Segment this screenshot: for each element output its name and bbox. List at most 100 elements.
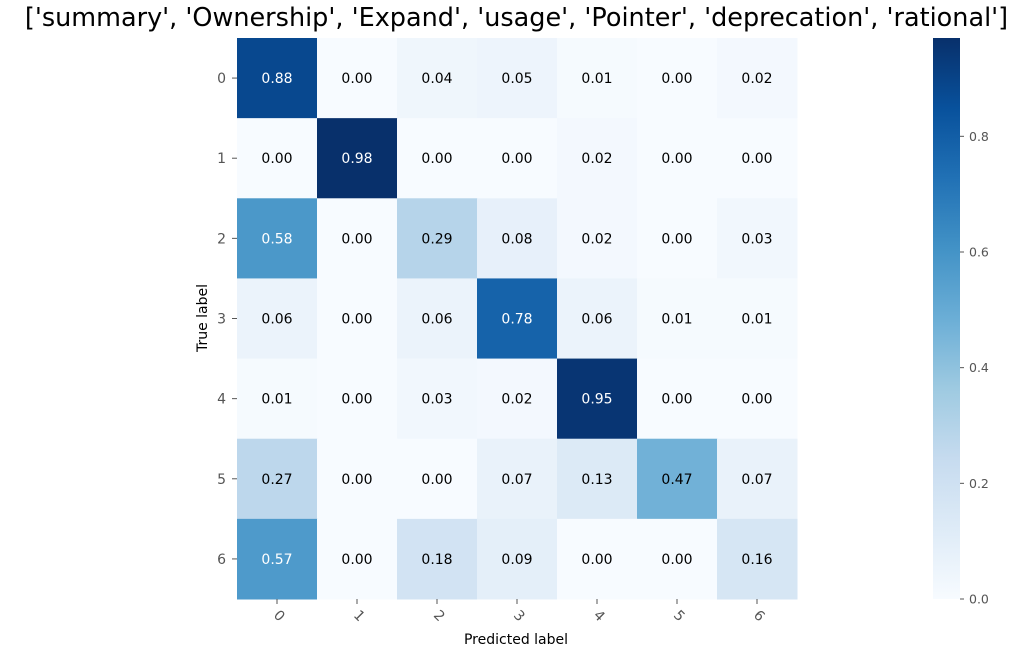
cell-value-label: 0.98 <box>341 151 372 167</box>
heatmap-cell <box>717 38 798 119</box>
colorbar <box>933 38 960 599</box>
cell-value-label: 0.00 <box>741 392 772 408</box>
heatmap-cell <box>397 358 478 440</box>
y-tick-label: 4 <box>217 392 226 408</box>
heatmap-cell <box>237 438 318 520</box>
heatmap-cell <box>557 198 638 279</box>
heatmap-cell <box>477 118 558 199</box>
heatmap-cell <box>317 118 398 199</box>
cell-value-label: 0.00 <box>661 392 692 408</box>
cell-value-label: 0.00 <box>421 151 452 167</box>
cell-value-label: 0.27 <box>261 472 292 488</box>
cell-value-label: 0.02 <box>501 392 532 408</box>
cell-value-label: 0.02 <box>581 231 612 247</box>
heatmap-cell <box>237 118 318 199</box>
cell-value-label: 0.00 <box>661 552 692 568</box>
cell-value-label: 0.00 <box>661 231 692 247</box>
cell-value-label: 0.06 <box>581 312 612 328</box>
y-tick-label: 0 <box>217 71 226 87</box>
heatmap-cell <box>637 438 718 520</box>
cell-value-label: 0.00 <box>341 472 372 488</box>
heatmap-cell <box>717 518 798 600</box>
heatmap-cells: 0.88 0.00 0.04 0.05 0.01 0.00 0.02 0.00 0.98 0.00… <box>237 38 798 600</box>
heatmap-cell <box>557 278 638 360</box>
colorbar-tick-label: 0.0 <box>969 592 989 607</box>
x-axis-label: Predicted label <box>464 632 568 648</box>
heatmap-cell <box>637 518 718 600</box>
heatmap-cell <box>317 438 398 520</box>
heatmap-cell <box>637 38 718 119</box>
heatmap-cell <box>717 278 798 360</box>
heatmap-cell <box>237 278 318 360</box>
heatmap-cell <box>237 198 318 279</box>
cell-value-label: 0.01 <box>581 71 612 87</box>
y-tick-label: 6 <box>217 552 226 568</box>
cell-value-label: 0.47 <box>661 472 692 488</box>
heatmap-cell <box>557 38 638 119</box>
cell-value-label: 0.00 <box>341 552 372 568</box>
y-axis-ticks: 0 1 2 3 4 5 6 <box>217 71 237 568</box>
cell-value-label: 0.88 <box>261 71 292 87</box>
x-tick-label: 0 <box>270 607 288 625</box>
heatmap-cell <box>397 198 478 279</box>
heatmap-cell <box>477 438 558 520</box>
cell-value-label: 0.01 <box>261 392 292 408</box>
colorbar-tick-label: 0.8 <box>969 129 989 144</box>
heatmap-cell <box>637 198 718 279</box>
cell-value-label: 0.01 <box>741 312 772 328</box>
chart-title: ['summary', 'Ownership', 'Expand', 'usag… <box>24 3 1009 33</box>
heatmap-cell <box>557 438 638 520</box>
y-tick-label: 5 <box>217 472 226 488</box>
heatmap-cell <box>477 518 558 600</box>
cell-value-label: 0.00 <box>341 312 372 328</box>
cell-value-label: 0.00 <box>341 71 372 87</box>
cell-value-label: 0.00 <box>341 231 372 247</box>
heatmap-cell <box>237 358 318 440</box>
cell-value-label: 0.00 <box>341 392 372 408</box>
cell-value-label: 0.01 <box>661 312 692 328</box>
cell-value-label: 0.00 <box>661 151 692 167</box>
cell-value-label: 0.95 <box>581 392 612 408</box>
cell-value-label: 0.03 <box>741 231 772 247</box>
heatmap-cell <box>397 438 478 520</box>
heatmap-cell <box>317 518 398 600</box>
cell-value-label: 0.02 <box>581 151 612 167</box>
cell-value-label: 0.18 <box>421 552 452 568</box>
heatmap-cell <box>557 518 638 600</box>
y-tick-label: 2 <box>217 231 226 247</box>
cell-value-label: 0.57 <box>261 552 292 568</box>
cell-value-label: 0.00 <box>501 151 532 167</box>
x-tick-label: 6 <box>750 607 768 625</box>
heatmap-cell <box>717 118 798 199</box>
heatmap-cell <box>717 438 798 520</box>
y-tick-label: 1 <box>217 151 226 167</box>
x-tick-label: 4 <box>590 607 608 625</box>
cell-value-label: 0.16 <box>741 552 772 568</box>
cell-value-label: 0.13 <box>581 472 612 488</box>
cell-value-label: 0.58 <box>261 231 292 247</box>
cell-value-label: 0.05 <box>501 71 532 87</box>
heatmap-cell <box>477 358 558 440</box>
cell-value-label: 0.07 <box>741 472 772 488</box>
heatmap-cell <box>317 278 398 360</box>
cell-value-label: 0.00 <box>261 151 292 167</box>
x-tick-label: 1 <box>350 607 368 625</box>
heatmap-cell <box>717 198 798 279</box>
cell-value-label: 0.29 <box>421 231 452 247</box>
heatmap-cell <box>317 38 398 119</box>
cell-value-label: 0.04 <box>421 71 452 87</box>
x-axis-ticks: 0 1 2 3 4 5 6 <box>270 599 768 625</box>
cell-value-label: 0.03 <box>421 392 452 408</box>
cell-value-label: 0.00 <box>741 151 772 167</box>
cell-value-label: 0.02 <box>741 71 772 87</box>
heatmap-cell <box>477 38 558 119</box>
cell-value-label: 0.00 <box>661 71 692 87</box>
heatmap-cell <box>317 358 398 440</box>
cell-value-label: 0.00 <box>421 472 452 488</box>
heatmap-cell <box>237 518 318 600</box>
heatmap-cell <box>557 358 638 440</box>
heatmap-cell <box>237 38 318 119</box>
cell-value-label: 0.00 <box>581 552 612 568</box>
colorbar-tick-label: 0.6 <box>969 244 989 259</box>
